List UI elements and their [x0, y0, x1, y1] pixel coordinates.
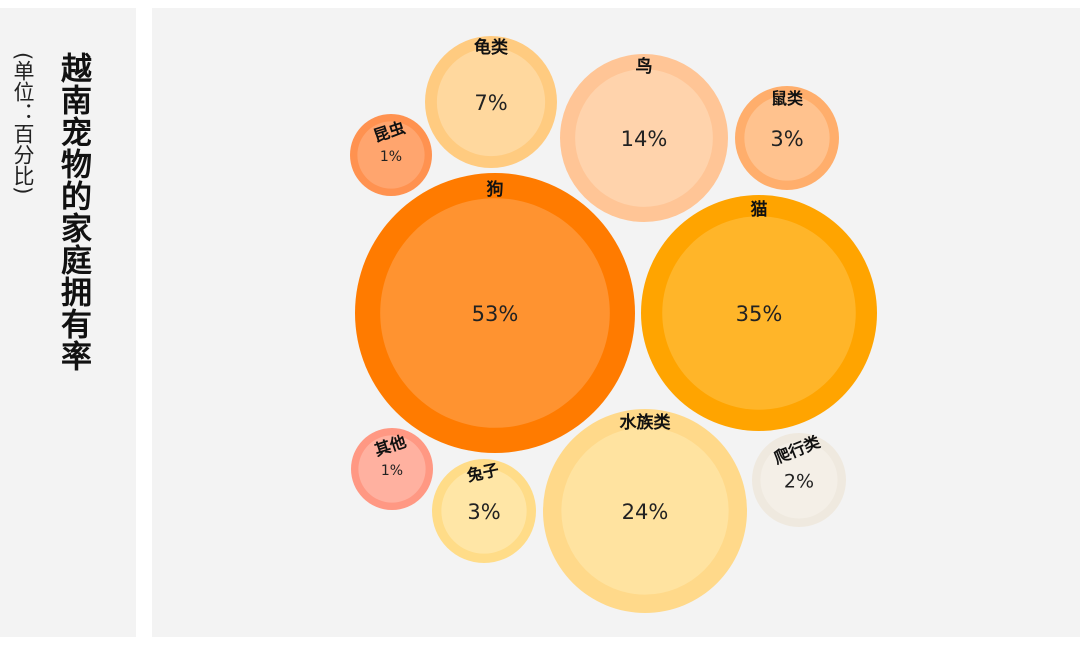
bubble-inner-bird	[575, 69, 713, 207]
value-label-other: 1%	[381, 463, 403, 479]
bubble-dog: 53% 狗	[355, 173, 635, 453]
value-label-insect: 1%	[380, 149, 402, 165]
bubble-rabbit: 3%兔子	[432, 459, 536, 563]
category-label-turtle: 龟类	[474, 37, 509, 58]
bubble-turtle: 7% 龟类	[425, 36, 557, 168]
value-label-turtle: 7%	[474, 91, 507, 115]
bubble-rodent: 3% 鼠类	[735, 86, 839, 190]
value-label-rabbit: 3%	[467, 500, 500, 524]
bubble-cat: 35% 猫	[641, 195, 877, 431]
value-label-aquatic: 24%	[622, 500, 669, 524]
category-label-aquatic: 水族类	[620, 412, 672, 433]
unit-label: (单位：百分比)	[11, 52, 35, 195]
bubble-inner-insect	[357, 121, 425, 189]
category-label-cat: 猫	[751, 199, 768, 220]
value-label-cat: 35%	[736, 302, 783, 326]
chart-title: 越南宠物的家庭拥有率	[55, 52, 91, 372]
bubble-inner-rabbit	[441, 468, 527, 554]
value-label-rodent: 3%	[770, 127, 803, 151]
bubble-aquatic: 24% 水族类	[543, 409, 747, 613]
bubble-inner-rodent	[744, 95, 830, 181]
value-label-bird: 14%	[621, 127, 668, 151]
bubble-reptile: 2%爬行类	[752, 432, 846, 527]
bubble-inner-reptile	[760, 441, 838, 519]
category-label-rodent: 鼠类	[771, 89, 804, 108]
value-label-reptile: 2%	[784, 471, 814, 493]
bubble-inner-dog	[380, 198, 610, 428]
bubble-bird: 14% 鸟	[560, 54, 728, 222]
bubble-inner-cat	[662, 216, 856, 410]
title-panel	[0, 8, 136, 637]
value-label-dog: 53%	[472, 302, 519, 326]
category-label-bird: 鸟	[636, 56, 653, 77]
bubble-insect: 1%昆虫	[350, 114, 432, 196]
bubble-inner-aquatic	[561, 427, 729, 595]
bubble-other: 1%其他	[351, 428, 433, 510]
bubble-inner-other	[358, 435, 426, 503]
category-label-dog: 狗	[487, 179, 504, 200]
bubble-inner-turtle	[436, 47, 546, 157]
